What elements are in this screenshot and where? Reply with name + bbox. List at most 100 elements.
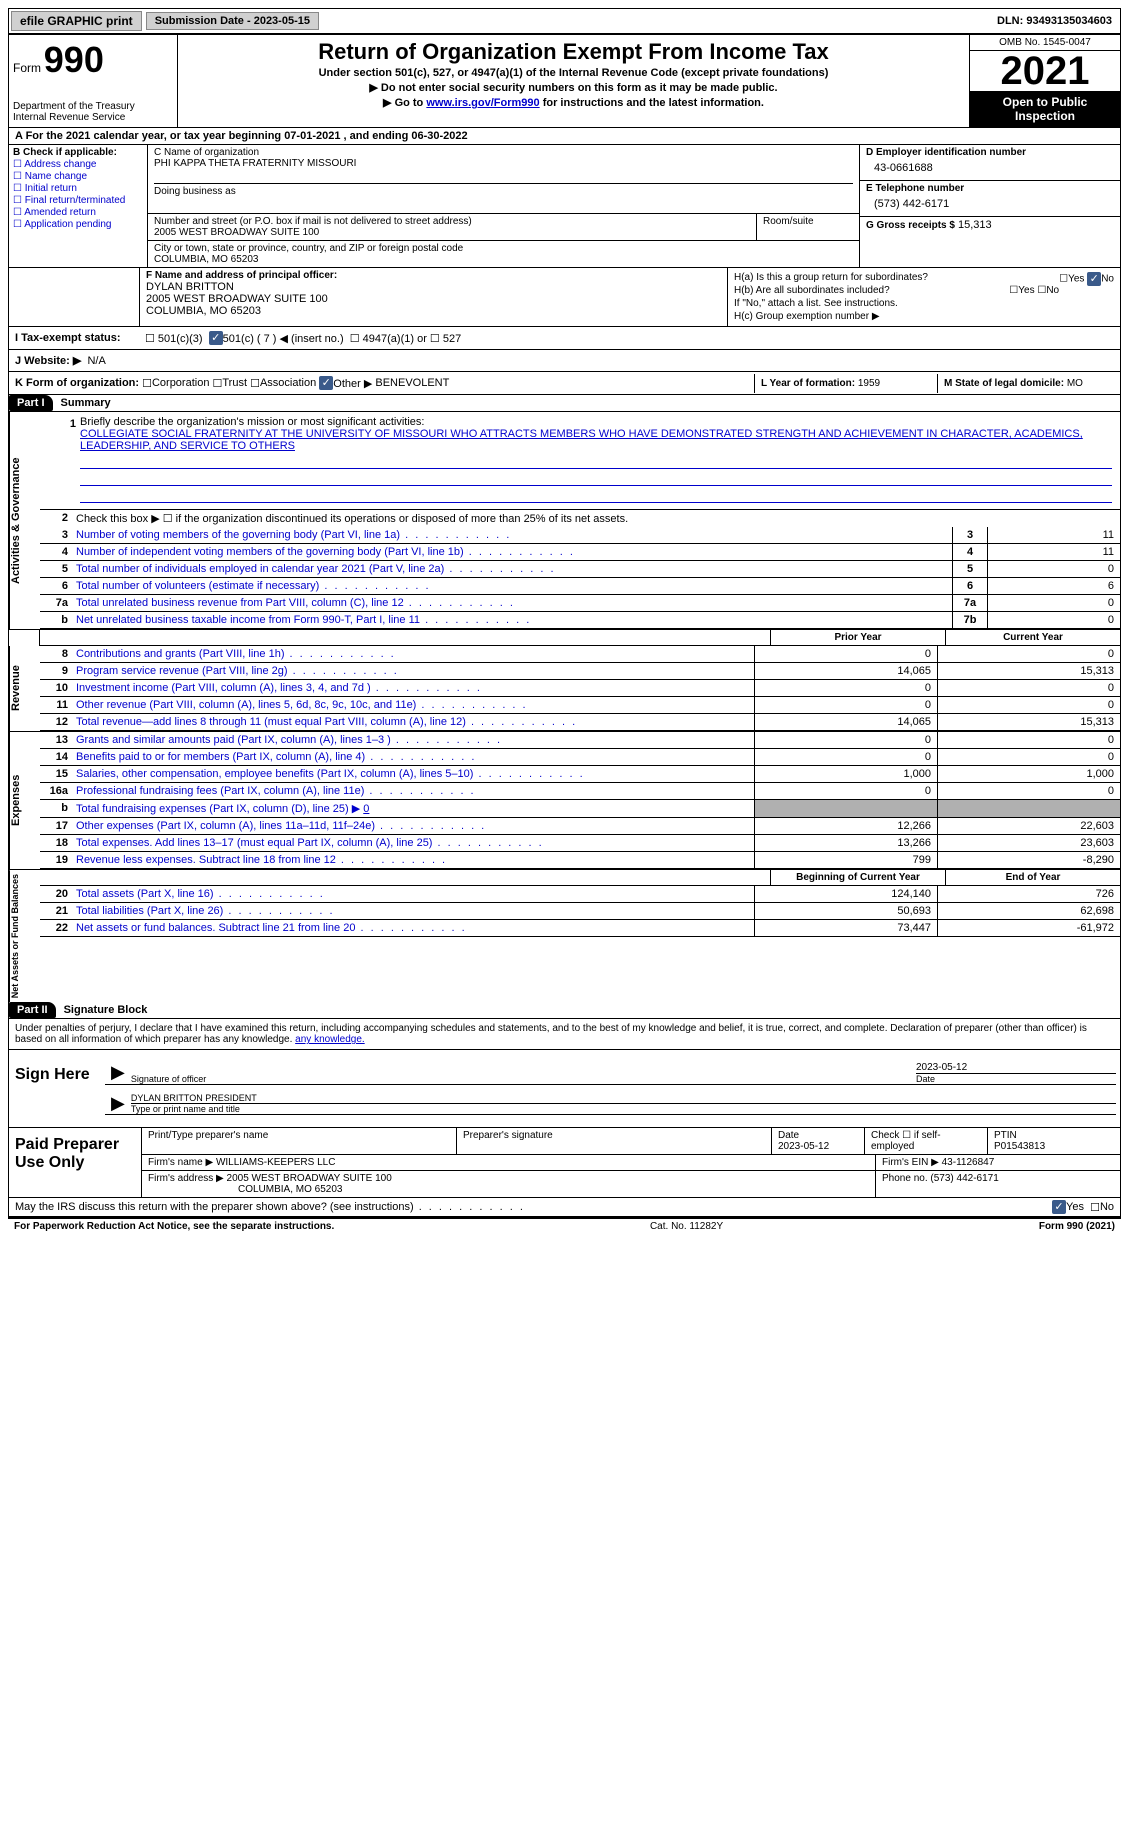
prior-year-value: 14,065 <box>754 714 937 730</box>
line-num: 3 <box>40 527 72 543</box>
addr-value: 2005 WEST BROADWAY SUITE 100 <box>154 227 750 238</box>
state-domicile-value: MO <box>1067 378 1083 389</box>
prior-year-value: 13,266 <box>754 835 937 851</box>
paperwork-notice: For Paperwork Reduction Act Notice, see … <box>14 1221 334 1232</box>
receipts-value: 15,313 <box>958 219 992 231</box>
tax-exempt-label: I Tax-exempt status: <box>15 332 121 344</box>
prior-year-value: 0 <box>754 680 937 696</box>
line-text: Grants and similar amounts paid (Part IX… <box>72 732 754 748</box>
check-name-change[interactable]: ☐ Name change <box>13 171 143 182</box>
line-16b-text: Total fundraising expenses (Part IX, col… <box>76 803 360 815</box>
line-num: 19 <box>40 852 72 868</box>
line-text: Total unrelated business revenue from Pa… <box>72 595 952 611</box>
firm-city: COLUMBIA, MO 65203 <box>148 1184 342 1195</box>
firm-ein: 43-1126847 <box>942 1157 995 1168</box>
goto-suffix: for instructions and the latest informat… <box>543 97 764 109</box>
current-year-value: 62,698 <box>937 903 1120 919</box>
current-year-header: Current Year <box>945 630 1120 645</box>
501c3-option[interactable]: 501(c)(3) <box>158 333 203 345</box>
line-value: 11 <box>987 544 1120 560</box>
irs-link[interactable]: www.irs.gov/Form990 <box>426 97 539 109</box>
blank-line <box>80 471 1112 486</box>
line-text: Number of independent voting members of … <box>72 544 952 560</box>
current-year-value: 22,603 <box>937 818 1120 834</box>
any-knowledge-link[interactable]: any knowledge. <box>295 1034 365 1045</box>
sig-date: 2023-05-12 <box>916 1062 1116 1073</box>
line-text: Revenue less expenses. Subtract line 18 … <box>72 852 754 868</box>
discuss-yes[interactable]: Yes <box>1066 1201 1084 1213</box>
phone-label: E Telephone number <box>866 183 1114 194</box>
line-num: 10 <box>40 680 72 696</box>
prior-year-header: Prior Year <box>770 630 945 645</box>
line-box: 6 <box>952 578 987 594</box>
efile-print-button[interactable]: efile GRAPHIC print <box>11 11 142 31</box>
line-text: Total number of volunteers (estimate if … <box>72 578 952 594</box>
current-year-value: 0 <box>937 680 1120 696</box>
ein-value: 43-0661688 <box>866 158 1114 178</box>
line-value: 0 <box>987 595 1120 611</box>
prior-year-value: 799 <box>754 852 937 868</box>
penalty-text: Under penalties of perjury, I declare th… <box>15 1023 1087 1045</box>
officer-label: F Name and address of principal officer: <box>146 270 721 281</box>
line-2-num: 2 <box>40 510 72 527</box>
corp-option[interactable]: Corporation <box>152 377 209 389</box>
irs-label: Internal Revenue Service <box>13 112 173 123</box>
527-option[interactable]: 527 <box>443 333 461 345</box>
check-self-employed[interactable]: Check ☐ if self-employed <box>865 1128 988 1154</box>
check-icon: ✓ <box>1052 1200 1066 1214</box>
501c-option[interactable]: 501(c) ( 7 ) ◀ (insert no.) <box>223 332 344 345</box>
line-value: 6 <box>987 578 1120 594</box>
line-text: Total assets (Part X, line 16) <box>72 886 754 902</box>
other-option[interactable]: Other ▶ <box>333 377 372 390</box>
assoc-option[interactable]: Association <box>260 377 316 389</box>
line-value: 11 <box>987 527 1120 543</box>
check-address-change[interactable]: ☐ Address change <box>13 159 143 170</box>
shaded-cell <box>754 800 937 817</box>
trust-option[interactable]: Trust <box>222 377 247 389</box>
current-year-value: 0 <box>937 749 1120 765</box>
check-application-pending[interactable]: ☐ Application pending <box>13 219 143 230</box>
end-year-header: End of Year <box>945 870 1120 885</box>
prior-year-value: 1,000 <box>754 766 937 782</box>
firm-ein-label: Firm's EIN ▶ <box>882 1157 939 1168</box>
line-value: 0 <box>987 561 1120 577</box>
officer-name: DYLAN BRITTON <box>146 281 721 293</box>
current-year-value: 0 <box>937 732 1120 748</box>
vert-spacer <box>9 630 39 646</box>
dln-number: DLN: 93493135034603 <box>989 11 1120 31</box>
current-year-value: 15,313 <box>937 663 1120 679</box>
4947-option[interactable]: 4947(a)(1) or <box>363 333 427 345</box>
line-text: Total expenses. Add lines 13–17 (must eq… <box>72 835 754 851</box>
line-num: 22 <box>40 920 72 936</box>
line-text: Total liabilities (Part X, line 26) <box>72 903 754 919</box>
cat-number: Cat. No. 11282Y <box>334 1221 1039 1232</box>
paid-preparer-label: Paid Preparer Use Only <box>9 1128 142 1197</box>
state-domicile-label: M State of legal domicile: <box>944 378 1064 389</box>
year-formation-label: L Year of formation: <box>761 378 855 389</box>
prior-year-value: 50,693 <box>754 903 937 919</box>
prior-year-value: 0 <box>754 646 937 662</box>
part-2-title: Signature Block <box>56 1004 148 1016</box>
check-icon: ✓ <box>1087 272 1101 286</box>
part-1-title: Summary <box>53 397 111 409</box>
line-box: 7b <box>952 612 987 628</box>
dba-label: Doing business as <box>154 183 853 197</box>
line-text: Total revenue—add lines 8 through 11 (mu… <box>72 714 754 730</box>
line-16b-num: b <box>40 800 72 817</box>
ha-label: H(a) Is this a group return for subordin… <box>734 272 928 283</box>
check-amended-return[interactable]: ☐ Amended return <box>13 207 143 218</box>
line-text: Benefits paid to or for members (Part IX… <box>72 749 754 765</box>
check-final-return[interactable]: ☐ Final return/terminated <box>13 195 143 206</box>
form-number: 990 <box>44 39 104 80</box>
form-subtitle-2: ▶ Do not enter social security numbers o… <box>182 81 965 94</box>
sig-officer-label: Signature of officer <box>131 1062 916 1084</box>
check-initial-return[interactable]: ☐ Initial return <box>13 183 143 194</box>
sign-here-label: Sign Here <box>9 1050 101 1127</box>
line-text: Other revenue (Part VIII, column (A), li… <box>72 697 754 713</box>
line-num: 8 <box>40 646 72 662</box>
line-num: 6 <box>40 578 72 594</box>
discuss-no[interactable]: No <box>1100 1201 1114 1213</box>
officer-printed-name: DYLAN BRITTON PRESIDENT <box>131 1093 1116 1103</box>
line-text: Net assets or fund balances. Subtract li… <box>72 920 754 936</box>
open-inspection: Open to Public Inspection <box>970 91 1120 127</box>
